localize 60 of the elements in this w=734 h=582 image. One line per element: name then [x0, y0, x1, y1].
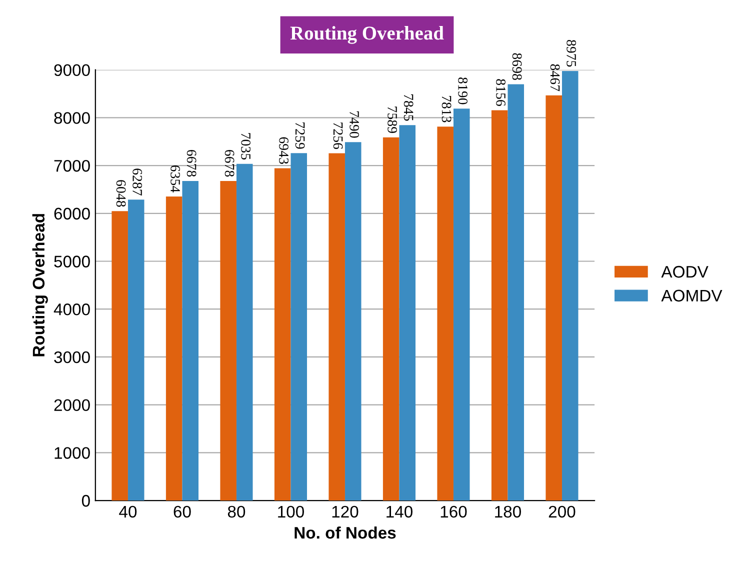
x-tick-label: 200: [548, 506, 576, 518]
bar: [344, 142, 362, 501]
x-tick-label: 140: [386, 506, 412, 518]
x-tick-label: 120: [332, 506, 358, 518]
y-tick-label: 3000: [54, 351, 90, 364]
bar: [182, 180, 198, 501]
x-axis-title: No. of Nodes: [294, 526, 396, 539]
chart-title: Routing Overhead: [290, 26, 444, 44]
bar: [112, 211, 128, 501]
x-tick-label: 60: [174, 506, 191, 518]
bar: [290, 153, 308, 501]
data-label: 6678: [186, 150, 196, 177]
x-tick-label: 40: [119, 506, 137, 518]
bar: [508, 84, 524, 501]
data-label: 8467: [550, 64, 560, 92]
data-label: 6287: [132, 168, 142, 196]
bar: [220, 180, 236, 501]
data-label: 7813: [442, 96, 452, 122]
data-label: 7589: [388, 106, 397, 133]
y-tick-label: 2000: [54, 399, 90, 412]
data-label: 7256: [333, 122, 343, 150]
data-label: 7490: [350, 111, 360, 138]
data-label: 8190: [458, 78, 468, 104]
bar: [166, 196, 182, 501]
bar: [437, 126, 454, 501]
data-label: 8975: [566, 40, 576, 67]
bar: [399, 125, 416, 501]
y-tick-label: 0: [82, 494, 90, 507]
bar: [491, 110, 508, 501]
data-label: 6943: [279, 137, 288, 164]
y-tick-label: 7000: [54, 160, 90, 172]
data-label: 8698: [512, 53, 522, 80]
bar: [236, 164, 253, 501]
bar: [382, 137, 400, 501]
bar: [328, 153, 345, 501]
legend-label: AODV: [661, 266, 708, 278]
bar: [562, 71, 578, 501]
data-label: 6678: [224, 150, 234, 177]
bar: [453, 108, 470, 501]
x-tick-label: 100: [278, 506, 304, 518]
bar: [128, 200, 144, 501]
bar: [274, 168, 291, 501]
data-label: 7259: [295, 122, 305, 149]
bar: [546, 95, 562, 501]
data-label: 7845: [404, 94, 414, 121]
y-tick-label: 5000: [54, 256, 90, 268]
y-tick-label: 6000: [54, 208, 90, 220]
data-label: 6354: [170, 165, 180, 192]
y-tick-label: 1000: [54, 447, 90, 459]
x-tick-label: 160: [440, 506, 467, 518]
data-label: 7035: [241, 133, 251, 160]
y-tick-label: 9000: [54, 64, 90, 76]
data-label: 6048: [116, 180, 126, 207]
y-tick-label: 4000: [54, 304, 90, 316]
x-tick-label: 180: [495, 506, 521, 518]
legend-label: AOMDV: [661, 290, 722, 302]
data-label: 8156: [496, 79, 506, 106]
y-axis-title: Routing Overhead: [32, 214, 48, 356]
y-tick-label: 8000: [54, 112, 90, 124]
x-tick-label: 80: [228, 506, 246, 518]
